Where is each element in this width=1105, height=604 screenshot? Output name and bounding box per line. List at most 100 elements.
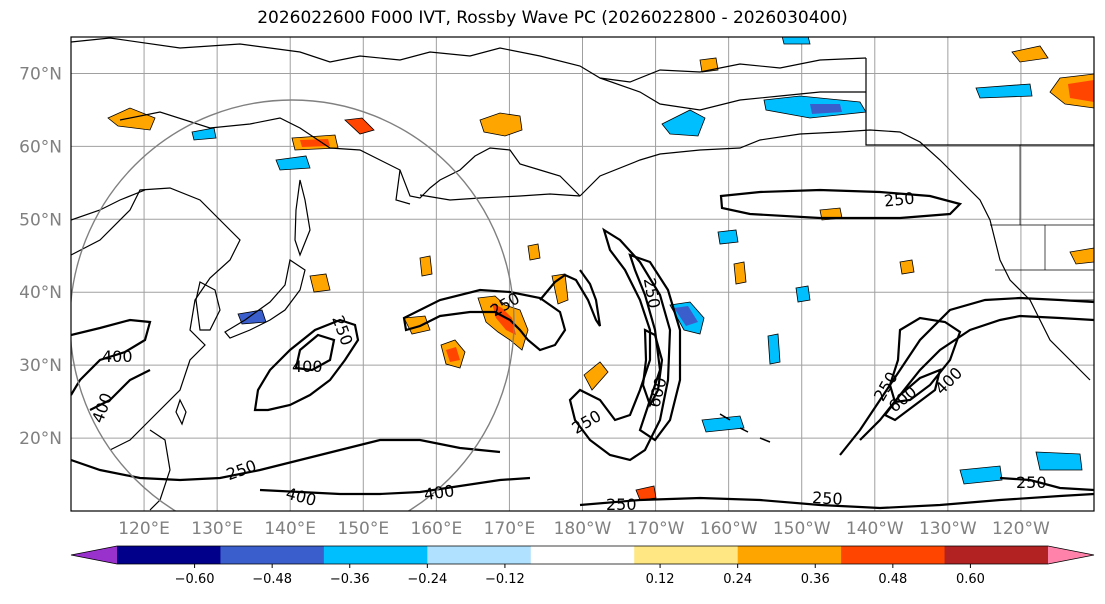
chart-title: 2026022600 F000 IVT, Rossby Wave PC (202…	[257, 8, 848, 28]
positive-anomaly-blob	[1011, 45, 1049, 63]
ivt-contour-250	[568, 227, 672, 462]
ivt-contour-250	[539, 269, 602, 327]
coastline-taiwan	[175, 398, 187, 426]
coastline-japan	[224, 259, 306, 339]
coastline-kamchatka	[395, 169, 411, 205]
colorbar-segment	[117, 546, 221, 564]
negative-anomaly-blob	[781, 37, 811, 45]
contour-label: 250	[606, 495, 637, 514]
colorbar-segment	[323, 546, 428, 564]
ivt-contour-400	[888, 316, 962, 404]
positive-anomaly-blob	[1069, 247, 1094, 265]
positive-anomaly-blob	[635, 485, 657, 501]
positive-anomaly-blob	[699, 57, 719, 73]
colorbar-segment	[427, 546, 532, 564]
ivt-negative-shading	[191, 37, 1083, 485]
positive-anomaly-blob	[344, 117, 375, 135]
longitude-label: 170°W	[627, 519, 685, 539]
graticule	[71, 37, 1094, 511]
latitude-label: 20°N	[19, 429, 62, 449]
latitude-labels: 70°N 60°N 50°N 40°N 30°N 20°N	[19, 64, 62, 449]
coastline-alaska	[579, 129, 996, 241]
longitude-label: 130°E	[191, 519, 243, 539]
colorbar-segment	[944, 546, 1049, 564]
colorbar: −0.60 −0.48 −0.36 −0.24 −0.12 0.12 0.24 0.36 0.4…	[70, 545, 1095, 587]
positive-anomaly-blob	[300, 139, 330, 147]
border-canada-us-west	[865, 58, 1094, 146]
ivt-contour-400	[89, 369, 151, 411]
colorbar-outline	[70, 545, 1095, 565]
colorbar-segment	[530, 546, 635, 564]
colorbar-tick-label: 0.48	[878, 572, 907, 587]
longitude-label: 180°W	[554, 519, 612, 539]
latitude-label: 70°N	[19, 64, 62, 84]
coastline-north-america	[994, 239, 1091, 381]
positive-anomaly-blob	[527, 243, 541, 261]
positive-anomaly-blob	[479, 112, 523, 137]
positive-anomaly-blob	[492, 303, 516, 335]
longitude-label: 140°E	[264, 519, 316, 539]
longitude-label: 150°W	[773, 519, 831, 539]
positive-anomaly-blob	[309, 273, 331, 293]
positive-anomaly-blob	[1068, 80, 1094, 102]
negative-anomaly-blob	[1035, 451, 1083, 471]
negative-anomaly-blob	[191, 127, 217, 141]
ivt-contour-400	[259, 476, 531, 496]
colorbar-tick-label: 0.12	[646, 572, 675, 587]
colorbar-tick-label: 0.60	[956, 572, 985, 587]
latitude-label: 40°N	[19, 283, 62, 303]
colorbar-tick-label: −0.12	[485, 572, 525, 587]
coastline-philippines	[149, 429, 171, 511]
contour-label: 400	[292, 357, 323, 376]
negative-anomaly-blob	[661, 109, 706, 137]
colorbar-tick-label: −0.24	[407, 572, 447, 587]
ivt-positive-shading	[107, 45, 1094, 501]
longitude-label: 160°W	[700, 519, 758, 539]
positive-anomaly-blob	[733, 261, 747, 285]
positive-anomaly-blob	[107, 107, 156, 131]
colorbar-tick-label: −0.60	[175, 572, 215, 587]
positive-anomaly-blob	[899, 259, 915, 275]
ivt-contour-250	[839, 296, 1094, 456]
negative-anomaly-blob	[275, 155, 311, 171]
coastline-china-korea	[71, 187, 241, 451]
contour-label: 250	[1016, 473, 1047, 492]
colorbar-segment	[634, 546, 739, 564]
latitude-label: 60°N	[19, 137, 62, 157]
longitude-label: 160°E	[411, 519, 463, 539]
latitude-label: 30°N	[19, 356, 62, 376]
coastline-siberia-east	[119, 111, 581, 199]
contour-label: 400	[102, 347, 133, 366]
ivt-contour-400	[628, 253, 682, 442]
positive-anomaly-blob	[419, 255, 433, 277]
longitude-label: 150°E	[337, 519, 389, 539]
coastline-aleutians	[419, 193, 581, 201]
rossby-wave-region-circle	[71, 99, 515, 511]
colorbar-tick-label: 0.24	[723, 572, 752, 587]
colorbar-extend-min	[71, 546, 117, 564]
colorbar-segment	[737, 546, 842, 564]
ivt-contour-250	[253, 318, 360, 412]
border-states	[990, 145, 1094, 301]
colorbar-segment	[220, 546, 325, 564]
ivt-contour-600	[883, 368, 942, 422]
positive-anomaly-blob	[446, 347, 460, 362]
ivt-contour-250	[999, 476, 1094, 492]
ivt-contour-250	[579, 492, 1094, 510]
contour-label: 250	[812, 488, 843, 509]
longitude-label: 130°W	[919, 519, 977, 539]
coastline-hawaii	[719, 413, 771, 443]
positive-anomaly-blob	[583, 361, 609, 391]
longitude-label: 170°E	[484, 519, 536, 539]
negative-anomaly-blob	[795, 285, 811, 303]
negative-anomaly-blob	[674, 306, 698, 326]
colorbar-tick-label: −0.48	[252, 572, 292, 587]
latitude-label: 50°N	[19, 210, 62, 230]
negative-anomaly-blob	[810, 104, 842, 114]
longitude-label: 140°W	[846, 519, 904, 539]
contour-label: 250	[883, 189, 915, 211]
coastline-manchuria	[71, 189, 146, 221]
coastline-sakhalin	[294, 179, 311, 257]
negative-anomaly-blob	[717, 229, 739, 245]
